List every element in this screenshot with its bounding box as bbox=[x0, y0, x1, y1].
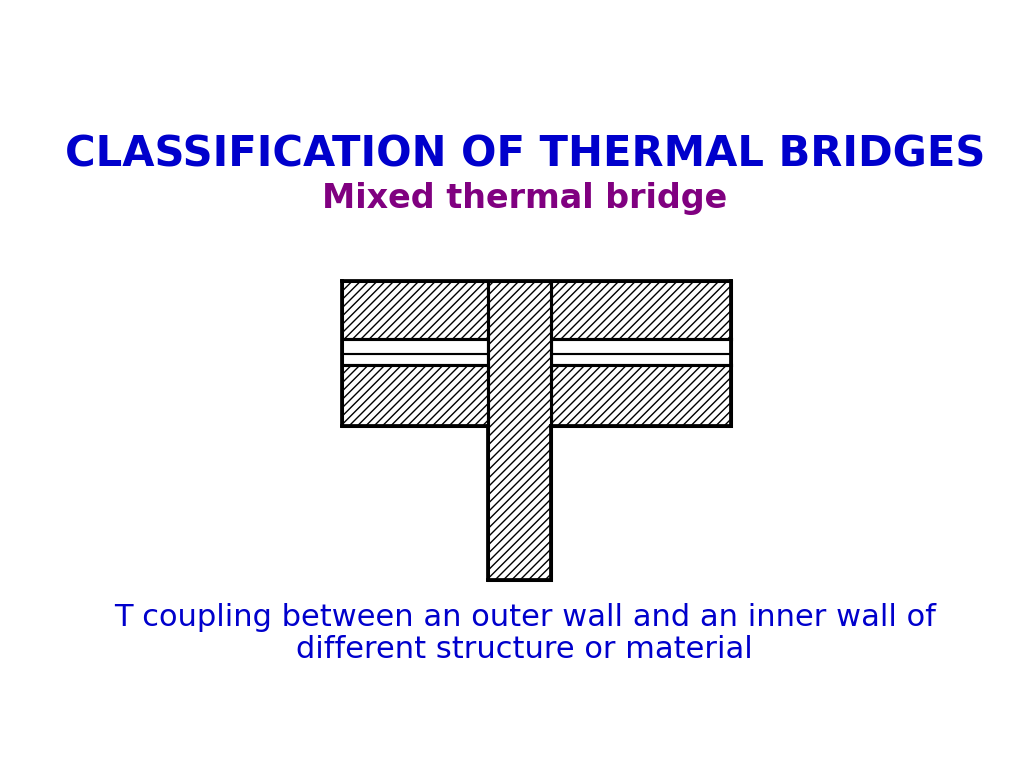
Bar bbox=[551, 281, 731, 339]
Bar bbox=[342, 339, 487, 366]
Text: Mixed thermal bridge: Mixed thermal bridge bbox=[323, 182, 727, 215]
Text: T coupling between an outer wall and an inner wall of: T coupling between an outer wall and an … bbox=[114, 603, 936, 632]
Bar bbox=[551, 339, 731, 366]
Bar bbox=[342, 366, 487, 426]
Bar bbox=[342, 281, 487, 339]
Text: different structure or material: different structure or material bbox=[296, 634, 754, 664]
Bar bbox=[551, 366, 731, 426]
Bar bbox=[487, 281, 551, 580]
Text: CLASSIFICATION OF THERMAL BRIDGES: CLASSIFICATION OF THERMAL BRIDGES bbox=[65, 134, 985, 175]
